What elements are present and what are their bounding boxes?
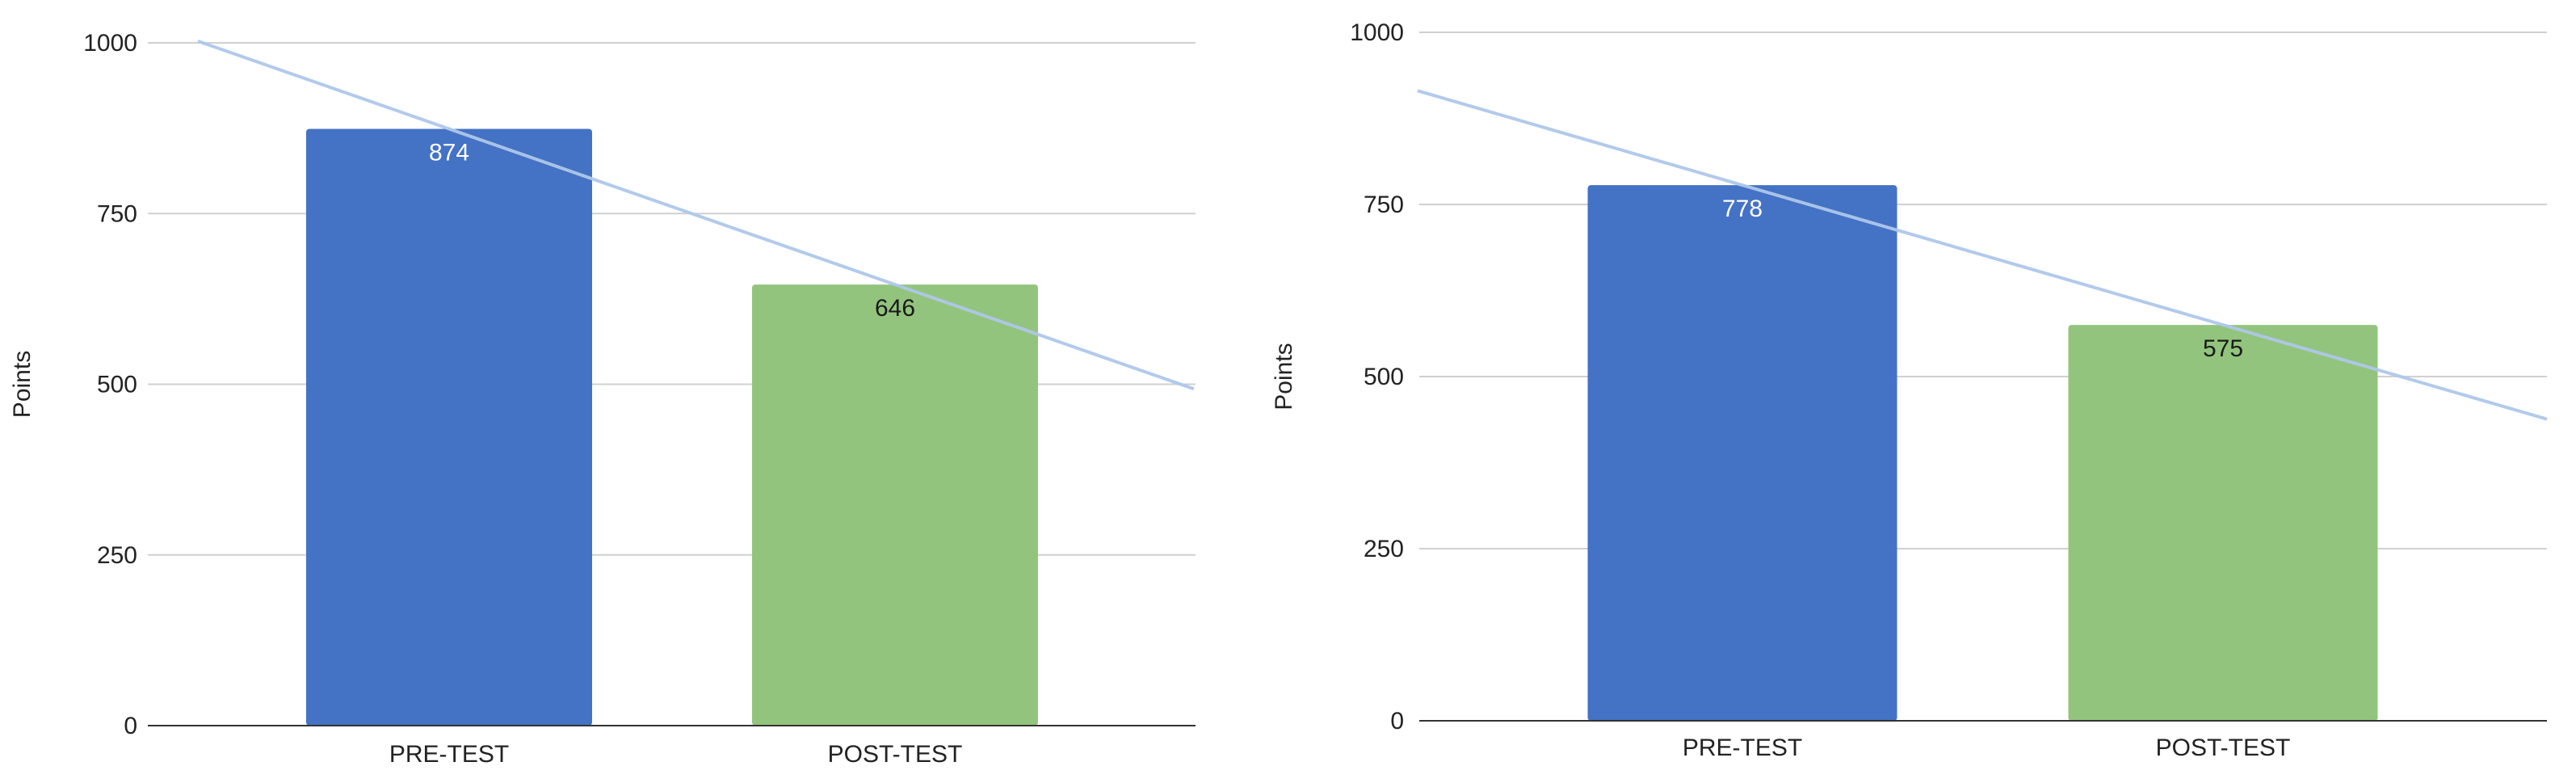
trendline: [1417, 89, 2548, 421]
y-tick-label: 250: [1364, 536, 1404, 562]
y-tick-label: 750: [1364, 192, 1404, 218]
y-tick-label: 250: [97, 542, 137, 569]
bar: [1587, 185, 1897, 722]
bar: [752, 284, 1038, 726]
chart-2: 0 250 500 750 1000 778 575 PRE-TEST POST-TEST Poi…: [1271, 19, 2548, 761]
y-tick-label: 0: [124, 713, 137, 739]
data-label: 874: [429, 139, 469, 166]
bar: [2068, 325, 2378, 721]
y-axis-title: Points: [1271, 343, 1297, 410]
y-tick-label: 750: [97, 200, 137, 227]
y-tick-label: 500: [1364, 364, 1404, 390]
data-label: 646: [875, 295, 915, 322]
x-category-label: POST-TEST: [828, 741, 963, 768]
data-label: 778: [1722, 196, 1763, 222]
y-tick-label: 0: [1390, 708, 1404, 735]
data-label: 575: [2203, 335, 2243, 362]
y-tick-label: 1000: [1350, 19, 1404, 46]
y-tick-label: 500: [97, 372, 137, 398]
y-tick-label: 1000: [83, 30, 137, 57]
x-category-label: PRE-TEST: [389, 741, 509, 768]
x-category-label: PRE-TEST: [1683, 735, 1802, 761]
trendline: [197, 40, 1195, 391]
chart-1: 0 250 500 750 1000 874 646 PRE-TEST POST-TEST Poi…: [9, 30, 1196, 768]
x-category-label: POST-TEST: [2156, 735, 2291, 761]
y-axis-title: Points: [9, 351, 36, 418]
bar: [306, 128, 592, 726]
